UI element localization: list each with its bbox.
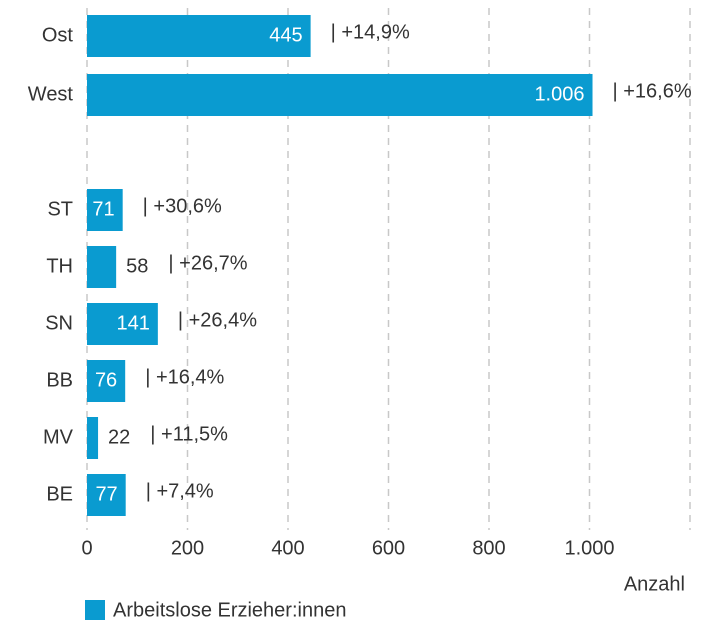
- x-tick-label: 800: [472, 537, 505, 559]
- y-tick-label: BB: [46, 369, 73, 391]
- value-label: 445: [269, 24, 302, 46]
- x-tick-label: 600: [372, 537, 405, 559]
- x-tick-label: 400: [271, 537, 304, 559]
- bar: [87, 74, 593, 116]
- y-tick-label: MV: [43, 426, 74, 448]
- legend-label: Arbeitslose Erzieher:innen: [113, 599, 346, 621]
- value-label: 141: [116, 312, 149, 334]
- change-label: | +11,5%: [150, 423, 228, 445]
- x-axis-label: Anzahl: [624, 573, 685, 595]
- bar: [87, 303, 158, 345]
- y-tick-label: SN: [45, 312, 73, 334]
- change-label: | +7,4%: [146, 480, 214, 502]
- y-tick-label: ST: [47, 198, 73, 220]
- y-tick-label: West: [28, 83, 74, 105]
- bar: [87, 189, 123, 231]
- change-label: | +16,6%: [613, 80, 692, 102]
- legend-swatch: [85, 600, 105, 620]
- bar: [87, 417, 99, 459]
- change-label: | +30,6%: [143, 195, 222, 217]
- bar: [87, 246, 117, 288]
- change-label: | +16,4%: [145, 366, 224, 388]
- change-label: | +14,9%: [331, 21, 410, 43]
- value-label: 76: [95, 369, 117, 391]
- value-label: 1.006: [534, 83, 584, 105]
- y-tick-label: TH: [46, 255, 73, 277]
- bar: [87, 474, 126, 516]
- change-label: | +26,7%: [168, 252, 247, 274]
- value-label: 58: [126, 255, 148, 277]
- value-label: 22: [108, 426, 130, 448]
- value-label: 77: [95, 483, 117, 505]
- x-tick-label: 0: [81, 537, 92, 559]
- y-tick-label: BE: [46, 483, 73, 505]
- value-label: 71: [92, 198, 114, 220]
- bar: [87, 360, 126, 402]
- change-label: | +26,4%: [178, 309, 257, 331]
- bar: [87, 15, 311, 57]
- y-tick-label: Ost: [42, 24, 74, 46]
- x-tick-label: 1.000: [564, 537, 614, 559]
- x-tick-label: 200: [171, 537, 204, 559]
